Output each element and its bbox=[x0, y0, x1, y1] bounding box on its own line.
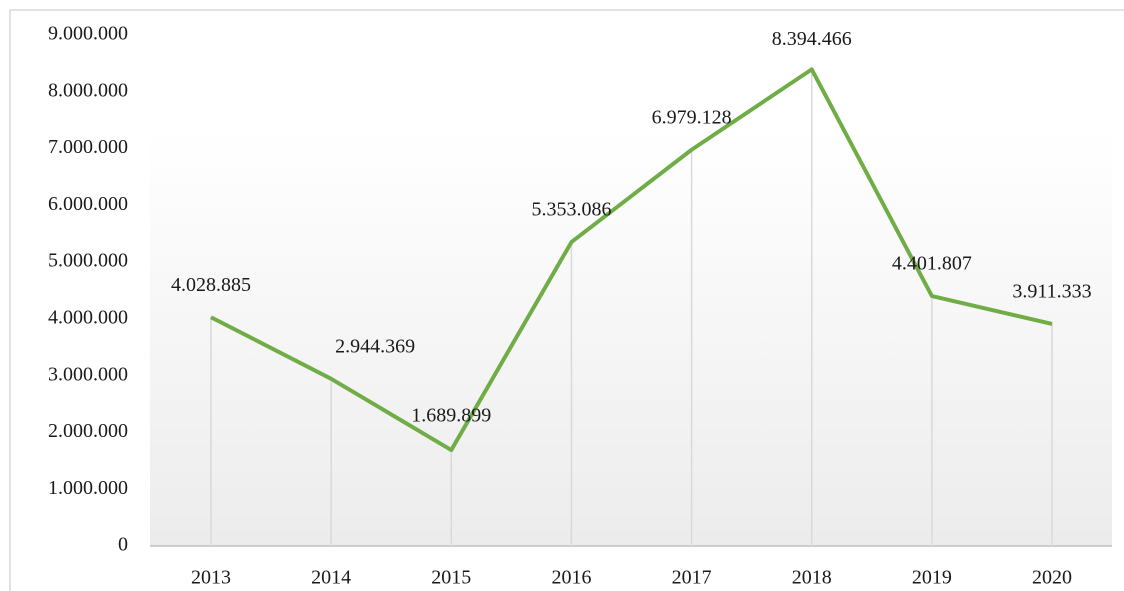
x-tick-label: 2015 bbox=[431, 567, 471, 589]
y-tick-label: 1.000.000 bbox=[48, 477, 128, 499]
x-tick-label: 2019 bbox=[912, 567, 952, 589]
y-tick-label: 5.000.000 bbox=[48, 250, 128, 272]
y-tick-label: 0 bbox=[118, 534, 128, 556]
y-tick-label: 2.000.000 bbox=[48, 420, 128, 442]
chart-border bbox=[9, 9, 1124, 591]
data-label: 5.353.086 bbox=[531, 199, 611, 221]
x-tick-label: 2017 bbox=[672, 567, 712, 589]
plot-background bbox=[150, 130, 1112, 546]
data-label: 4.401.807 bbox=[892, 253, 972, 275]
y-tick-label: 9.000.000 bbox=[48, 23, 128, 45]
data-label: 1.689.899 bbox=[411, 405, 491, 427]
y-tick-label: 7.000.000 bbox=[48, 136, 128, 158]
data-label: 3.911.333 bbox=[1012, 281, 1091, 303]
data-label: 6.979.128 bbox=[652, 106, 732, 128]
x-tick-label: 2020 bbox=[1032, 567, 1072, 589]
y-tick-label: 3.000.000 bbox=[48, 363, 128, 385]
x-tick-label: 2018 bbox=[792, 567, 832, 589]
data-label: 8.394.466 bbox=[772, 28, 852, 50]
data-label: 2.944.369 bbox=[335, 335, 415, 357]
line-series bbox=[210, 67, 1053, 453]
x-tick-label: 2016 bbox=[551, 567, 591, 589]
y-tick-label: 4.000.000 bbox=[48, 306, 128, 328]
x-tick-label: 2013 bbox=[191, 567, 231, 589]
data-label: 4.028.885 bbox=[171, 274, 251, 296]
x-tick-label: 2014 bbox=[311, 567, 351, 589]
y-tick-label: 6.000.000 bbox=[48, 193, 128, 215]
y-tick-label: 8.000.000 bbox=[48, 79, 128, 101]
